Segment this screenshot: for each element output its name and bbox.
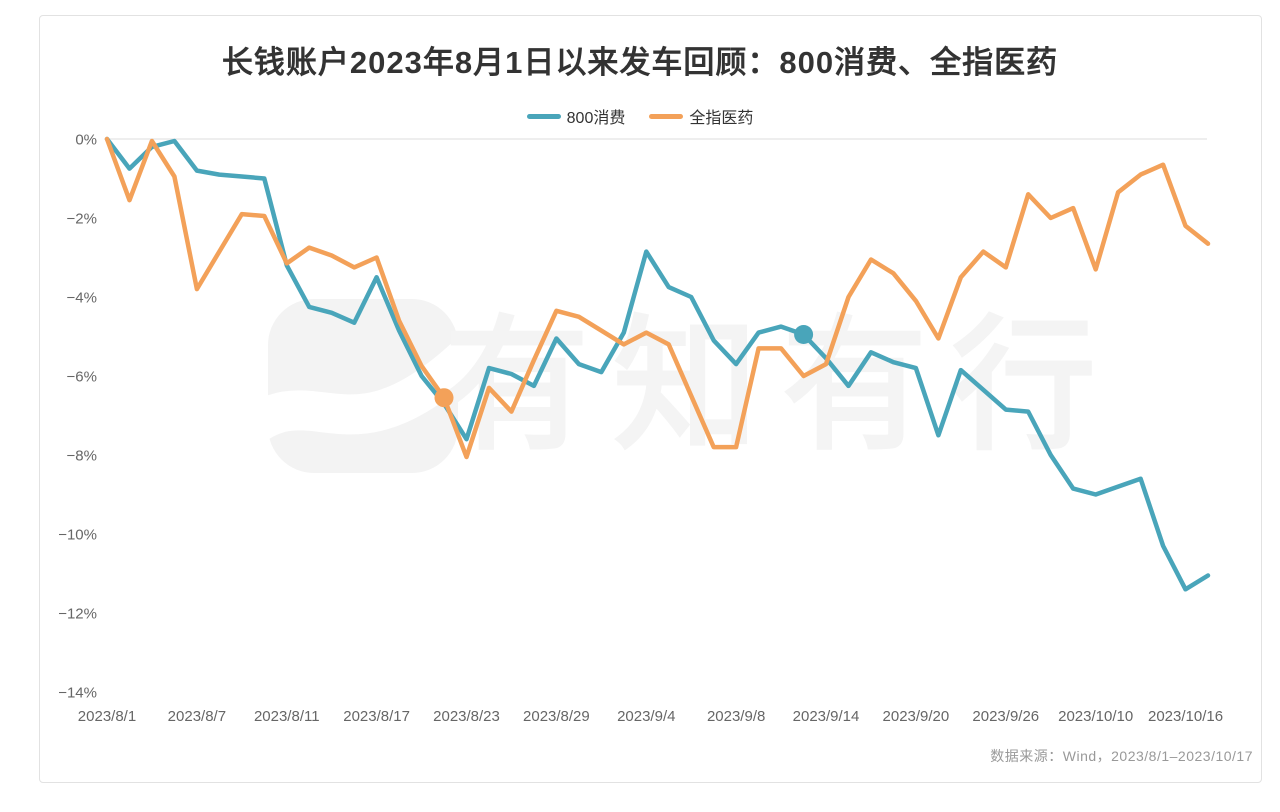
watermark: 有知有行 xyxy=(225,299,1120,473)
watermark-logo-swoosh-icon xyxy=(225,338,485,452)
source-note: 数据来源：Wind，2023/8/1–2023/10/17 xyxy=(990,748,1253,764)
series-line-800消费 xyxy=(104,136,1211,592)
x-tick-label: 2023/9/26 xyxy=(972,708,1039,725)
y-tick-label: −12% xyxy=(58,606,97,623)
y-tick-label: −2% xyxy=(67,211,97,228)
series-line-全指医药 xyxy=(104,136,1211,460)
x-tick-label: 2023/9/4 xyxy=(617,708,675,725)
x-tick-label: 2023/8/23 xyxy=(433,708,500,725)
x-tick-label: 2023/10/16 xyxy=(1148,708,1223,725)
x-tick-label: 2023/9/20 xyxy=(883,708,950,725)
marker-dot-全指医药 xyxy=(434,388,454,408)
marker-dot-800消费 xyxy=(794,325,814,344)
legend-swatch-orange-icon xyxy=(649,113,684,119)
y-tick-label: −10% xyxy=(58,527,97,544)
chart-title: 长钱账户2023年8月1日以来发车回顾：800消费、全指医药 xyxy=(221,45,1059,80)
x-tick-label: 2023/8/29 xyxy=(523,708,590,725)
y-tick-label: −6% xyxy=(67,369,97,386)
x-tick-label: 2023/8/1 xyxy=(78,708,136,725)
x-tick-label: 2023/9/14 xyxy=(793,708,860,725)
legend-item-800-consumer[interactable]: 800消费 xyxy=(526,104,626,128)
y-tick-label: −4% xyxy=(67,290,97,307)
legend-label-800-consumer: 800消费 xyxy=(566,110,626,127)
x-tick-label: 2023/8/11 xyxy=(254,708,320,725)
y-tick-label: −8% xyxy=(67,448,97,465)
y-tick-label: 0% xyxy=(75,132,97,149)
x-tick-label: 2023/8/7 xyxy=(168,708,226,725)
x-tick-label: 2023/9/8 xyxy=(707,708,765,725)
legend-item-pharma[interactable]: 全指医药 xyxy=(649,104,753,128)
legend: 800消费 全指医药 xyxy=(0,104,1280,128)
legend-label-pharma: 全指医药 xyxy=(689,110,754,127)
y-tick-label: −14% xyxy=(58,685,97,702)
watermark-text: 有知有行 xyxy=(444,305,1120,467)
legend-swatch-teal-icon xyxy=(526,113,561,119)
x-tick-label: 2023/10/10 xyxy=(1058,708,1133,725)
x-tick-label: 2023/8/17 xyxy=(343,708,410,725)
chart-card xyxy=(39,15,1262,783)
